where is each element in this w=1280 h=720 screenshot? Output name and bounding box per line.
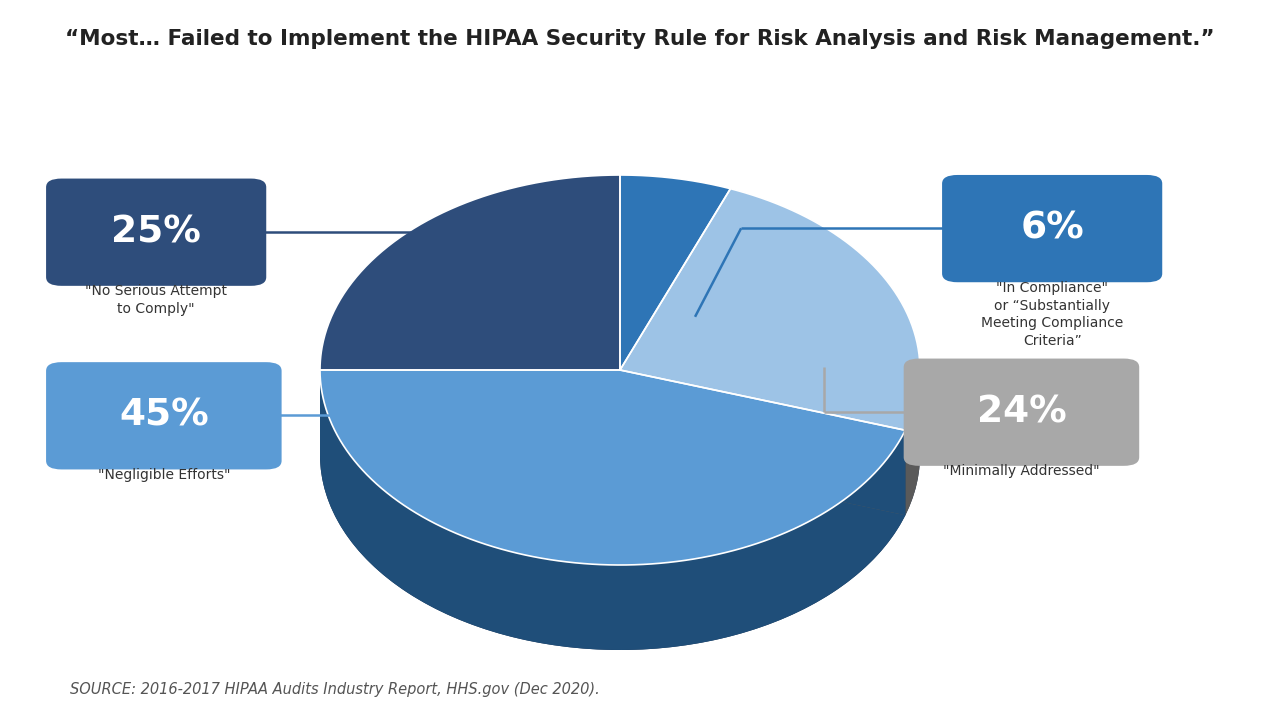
Polygon shape (320, 370, 620, 455)
Polygon shape (320, 370, 620, 455)
Polygon shape (620, 370, 905, 516)
FancyBboxPatch shape (942, 175, 1162, 282)
Text: "Minimally Addressed": "Minimally Addressed" (943, 464, 1100, 478)
Polygon shape (905, 371, 920, 516)
Polygon shape (620, 189, 920, 431)
Polygon shape (320, 370, 905, 650)
Text: “Most… Failed to Implement the HIPAA Security Rule for Risk Analysis and Risk Ma: “Most… Failed to Implement the HIPAA Sec… (65, 29, 1215, 49)
Text: "Negligible Efforts": "Negligible Efforts" (97, 468, 230, 482)
Text: 45%: 45% (119, 397, 209, 433)
Text: 25%: 25% (111, 215, 201, 250)
Ellipse shape (320, 260, 920, 650)
FancyBboxPatch shape (904, 359, 1139, 466)
Polygon shape (620, 370, 905, 516)
Text: "In Compliance"
or “Substantially
Meeting Compliance
Criteria”: "In Compliance" or “Substantially Meetin… (980, 281, 1124, 348)
Polygon shape (320, 175, 620, 370)
Text: 24%: 24% (977, 395, 1066, 430)
FancyBboxPatch shape (46, 362, 282, 469)
Text: SOURCE: 2016-2017 HIPAA Audits Industry Report, HHS.gov (Dec 2020).: SOURCE: 2016-2017 HIPAA Audits Industry … (70, 682, 600, 697)
Text: 6%: 6% (1020, 210, 1084, 246)
Text: "No Serious Attempt
to Comply": "No Serious Attempt to Comply" (86, 284, 227, 316)
Polygon shape (320, 370, 905, 565)
FancyBboxPatch shape (46, 179, 266, 286)
Polygon shape (620, 175, 731, 370)
